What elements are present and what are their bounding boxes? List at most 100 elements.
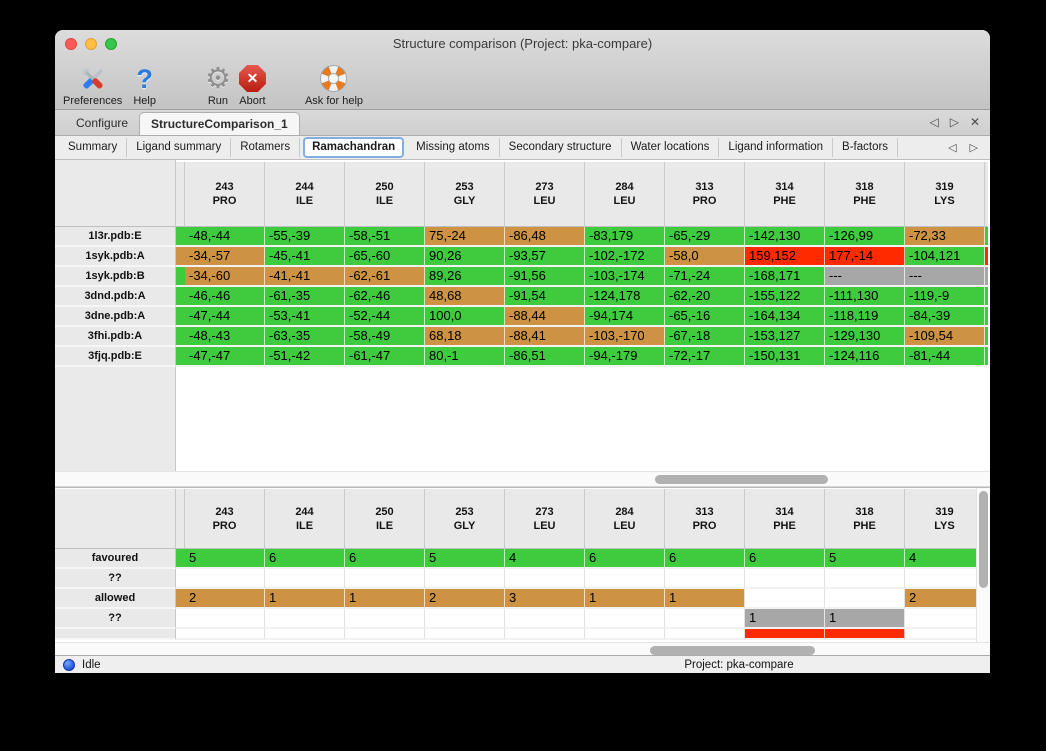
table-cell[interactable] bbox=[505, 609, 585, 629]
table-cell[interactable]: 4 bbox=[505, 549, 585, 569]
table-cell[interactable]: 90,26 bbox=[425, 247, 505, 267]
table-cell[interactable]: -62,-20 bbox=[665, 287, 745, 307]
table-cell[interactable]: -142,130 bbox=[745, 227, 825, 247]
ask-for-help-button[interactable]: Ask for help bbox=[305, 63, 363, 107]
top-horizontal-scrollbar[interactable] bbox=[55, 471, 990, 487]
preferences-button[interactable]: Preferences bbox=[63, 63, 122, 107]
table-cell[interactable]: 159,152 bbox=[745, 247, 825, 267]
table-cell[interactable]: --- bbox=[825, 267, 905, 287]
tab-prev-icon[interactable]: ◁ bbox=[929, 115, 939, 129]
table-cell[interactable]: -65,-16 bbox=[665, 307, 745, 327]
table-cell[interactable] bbox=[585, 629, 665, 640]
table-cell[interactable]: -62,-46 bbox=[345, 287, 425, 307]
table-cell[interactable]: -91,54 bbox=[505, 287, 585, 307]
table-cell[interactable]: 68,18 bbox=[425, 327, 505, 347]
table-cell[interactable] bbox=[425, 629, 505, 640]
table-cell[interactable]: 177,-14 bbox=[825, 247, 905, 267]
subtab-missing-atoms[interactable]: Missing atoms bbox=[407, 138, 500, 157]
table-cell[interactable] bbox=[905, 609, 985, 629]
table-cell[interactable]: 6 bbox=[345, 549, 425, 569]
table-cell[interactable]: -48,-43 bbox=[185, 327, 265, 347]
subtab-rotamers[interactable]: Rotamers bbox=[231, 138, 301, 157]
table-cell[interactable]: -86,48 bbox=[505, 227, 585, 247]
scrollbar-thumb[interactable] bbox=[655, 475, 828, 484]
subtab-summary[interactable]: Summary bbox=[59, 138, 128, 157]
help-button[interactable]: ? Help bbox=[133, 63, 156, 108]
table-cell[interactable] bbox=[905, 569, 985, 589]
scrollbar-thumb[interactable] bbox=[650, 646, 815, 655]
table-cell[interactable]: 6 bbox=[745, 549, 825, 569]
table-cell[interactable]: 75,-24 bbox=[425, 227, 505, 247]
table-cell[interactable]: -51,-42 bbox=[265, 347, 345, 367]
table-cell[interactable] bbox=[745, 589, 825, 609]
table-cell[interactable]: 89,26 bbox=[425, 267, 505, 287]
table-cell[interactable] bbox=[265, 609, 345, 629]
zoom-window-button[interactable] bbox=[105, 38, 117, 50]
subtab-ligand-summary[interactable]: Ligand summary bbox=[127, 138, 232, 157]
table-cell[interactable] bbox=[185, 629, 265, 640]
table-cell[interactable]: -102,-172 bbox=[585, 247, 665, 267]
table-cell[interactable]: -61,-35 bbox=[265, 287, 345, 307]
table-cell[interactable]: -67,-18 bbox=[665, 327, 745, 347]
table-cell[interactable]: -71,-24 bbox=[665, 267, 745, 287]
table-cell[interactable] bbox=[345, 629, 425, 640]
table-cell[interactable]: 1 bbox=[585, 589, 665, 609]
table-cell[interactable]: -126,99 bbox=[825, 227, 905, 247]
table-cell[interactable]: -93,57 bbox=[505, 247, 585, 267]
table-cell[interactable]: -164,134 bbox=[745, 307, 825, 327]
table-cell[interactable]: 6 bbox=[265, 549, 345, 569]
table-cell[interactable]: -91,56 bbox=[505, 267, 585, 287]
table-cell[interactable] bbox=[745, 569, 825, 589]
bottom-vertical-scrollbar[interactable] bbox=[976, 488, 990, 642]
table-cell[interactable]: -65,-60 bbox=[345, 247, 425, 267]
table-cell[interactable]: -63,-35 bbox=[265, 327, 345, 347]
table-cell[interactable]: -72,-17 bbox=[665, 347, 745, 367]
table-cell[interactable]: -47,-44 bbox=[185, 307, 265, 327]
table-cell[interactable]: -124,178 bbox=[585, 287, 665, 307]
table-cell[interactable] bbox=[665, 609, 745, 629]
table-cell[interactable]: -88,44 bbox=[505, 307, 585, 327]
tab-structurecomparison-1[interactable]: StructureComparison_1 bbox=[139, 112, 300, 135]
bottom-horizontal-scrollbar[interactable] bbox=[55, 642, 990, 656]
table-cell[interactable]: 80,-1 bbox=[425, 347, 505, 367]
table-cell[interactable]: -124,116 bbox=[825, 347, 905, 367]
table-cell[interactable] bbox=[825, 589, 905, 609]
table-cell[interactable] bbox=[585, 569, 665, 589]
table-cell[interactable]: 2 bbox=[425, 589, 505, 609]
table-cell[interactable]: -45,-41 bbox=[265, 247, 345, 267]
table-cell[interactable]: -72,33 bbox=[905, 227, 985, 247]
table-cell[interactable]: -46,-46 bbox=[185, 287, 265, 307]
table-cell[interactable] bbox=[185, 569, 265, 589]
table-cell[interactable]: -81,-44 bbox=[905, 347, 985, 367]
table-cell[interactable]: -104,121 bbox=[905, 247, 985, 267]
tab-configure[interactable]: Configure bbox=[76, 116, 129, 130]
table-cell[interactable]: -58,-51 bbox=[345, 227, 425, 247]
table-cell[interactable]: 6 bbox=[585, 549, 665, 569]
table-cell[interactable]: 4 bbox=[905, 549, 985, 569]
table-cell[interactable]: -88,41 bbox=[505, 327, 585, 347]
table-cell[interactable]: -86,51 bbox=[505, 347, 585, 367]
table-cell[interactable]: -155,122 bbox=[745, 287, 825, 307]
table-cell[interactable]: -129,130 bbox=[825, 327, 905, 347]
table-cell[interactable]: -118,119 bbox=[825, 307, 905, 327]
table-cell[interactable]: -62,-61 bbox=[345, 267, 425, 287]
table-cell[interactable]: -83,179 bbox=[585, 227, 665, 247]
table-cell[interactable]: -34,-60 bbox=[185, 267, 265, 287]
table-cell[interactable] bbox=[505, 629, 585, 640]
table-cell[interactable] bbox=[505, 569, 585, 589]
tab-next-icon[interactable]: ▷ bbox=[949, 115, 959, 129]
table-cell[interactable] bbox=[665, 569, 745, 589]
table-cell[interactable] bbox=[825, 629, 905, 640]
scrollbar-thumb[interactable] bbox=[979, 491, 988, 588]
table-cell[interactable]: 1 bbox=[665, 589, 745, 609]
table-cell[interactable]: -103,-174 bbox=[585, 267, 665, 287]
table-cell[interactable]: -47,-47 bbox=[185, 347, 265, 367]
subtab-ligand-information[interactable]: Ligand information bbox=[719, 138, 834, 157]
table-cell[interactable]: 5 bbox=[185, 549, 265, 569]
table-cell[interactable] bbox=[745, 629, 825, 640]
subtab-secondary-structure[interactable]: Secondary structure bbox=[500, 138, 622, 157]
table-cell[interactable] bbox=[825, 569, 905, 589]
table-cell[interactable]: -52,-44 bbox=[345, 307, 425, 327]
table-cell[interactable] bbox=[905, 629, 985, 640]
title-bar[interactable]: Structure comparison (Project: pka-compa… bbox=[55, 30, 990, 58]
